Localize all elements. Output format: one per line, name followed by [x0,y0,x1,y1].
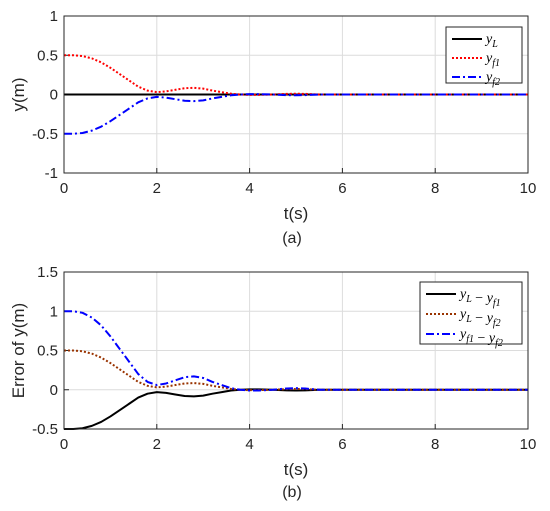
y-tick-label: 1.5 [37,264,58,281]
x-tick-label: 10 [520,436,537,453]
chart-panel-2: 0 2 4 6 8 101.510.50-0.5t(s)Error of y(m)(b)y… [9,264,536,501]
x-tick-label: 10 [520,180,537,197]
panel-caption: (a) [282,230,302,247]
x-axis-title: t(s) [284,460,309,479]
legend-label-2: yf1 [484,51,500,69]
y-tick-label: -0.5 [32,421,58,438]
legend-label-1: yL [484,32,498,50]
series-line-1 [64,388,528,430]
legend-label-1: yL − yf1 [458,287,501,309]
y-tick-label: 0 [50,87,58,104]
y-tick-label: -0.5 [32,126,58,143]
series-line-3 [64,310,528,392]
x-tick-label: 0 [60,436,68,453]
x-tick-label: 8 [431,180,439,197]
panel-caption: (b) [282,484,302,501]
x-tick-label: 4 [245,436,253,453]
y-tick-label: 0.5 [37,343,58,360]
series-line-2 [64,349,528,392]
y-tick-label: 1 [50,8,58,25]
legend-box [445,26,523,84]
x-tick-label: 0 [60,180,68,197]
y-tick-label: -1 [45,165,58,182]
x-tick-label: 6 [338,180,346,197]
axes-box [63,15,529,174]
y-axis-title: y(m) [9,78,28,112]
x-axis-title: t(s) [284,204,309,223]
x-tick-label: 4 [245,180,253,197]
x-tick-label: 8 [431,436,439,453]
series-line-2 [64,54,528,96]
series-line-3 [64,93,528,135]
y-tick-label: 0.5 [37,47,58,64]
x-tick-label: 2 [153,436,161,453]
y-axis-title: Error of y(m) [9,303,28,398]
legend-label-3: yf1 − yf2 [458,327,503,349]
legend-label-2: yL − yf2 [458,307,501,329]
x-tick-label: 6 [338,436,346,453]
y-tick-label: 0 [50,382,58,399]
axes-box [63,271,529,430]
legend-label-3: yf2 [484,70,500,88]
x-tick-label: 2 [153,180,161,197]
y-tick-label: 1 [50,303,58,320]
